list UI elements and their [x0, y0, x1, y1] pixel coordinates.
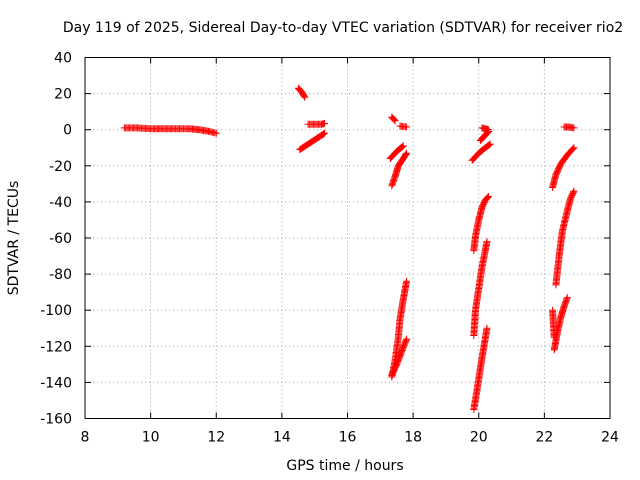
data-series: [294, 84, 309, 101]
y-axis-label: SDTVAR / TECUs: [6, 181, 22, 296]
data-series: [470, 193, 493, 255]
data-point-marks: [388, 113, 399, 125]
y-tick-label: -160: [40, 412, 72, 428]
data-point-marks: [386, 142, 407, 163]
data-point-marks: [468, 140, 494, 164]
data-point-marks: [476, 128, 493, 144]
data-series: [388, 277, 411, 381]
data-point-marks: [388, 277, 411, 381]
y-tick-label: -60: [49, 231, 72, 247]
data-point-marks: [549, 306, 558, 341]
y-tick-label: -100: [40, 303, 72, 319]
x-tick-labels: 8 10 12 14 16 18 20 22 24: [81, 430, 619, 446]
data-series: [386, 142, 407, 163]
data-series: [388, 335, 411, 379]
data-point-marks: [470, 193, 493, 255]
data-point-marks: [470, 324, 491, 413]
x-tick-label: 18: [404, 430, 422, 446]
x-tick-label: 14: [273, 430, 291, 446]
x-tick-label: 12: [207, 430, 225, 446]
data-point-marks: [560, 123, 578, 132]
data-series: [468, 140, 494, 164]
data-series: [552, 187, 578, 289]
y-tick-label: 0: [63, 123, 72, 139]
data-series: [470, 238, 491, 339]
data-series: [296, 129, 328, 154]
data-point-marks: [304, 119, 328, 128]
data-series: [388, 113, 399, 125]
y-tick-label: -40: [49, 195, 72, 211]
y-tick-label: -120: [40, 339, 72, 355]
plot-frame: [84, 57, 611, 419]
data-series: [549, 144, 578, 191]
x-tick-label: 22: [535, 430, 553, 446]
data-point-marks: [296, 129, 328, 154]
chart-title: Day 119 of 2025, Sidereal Day-to-day VTE…: [63, 20, 623, 36]
data-point-marks: [294, 84, 309, 101]
data-point-marks: [396, 122, 411, 131]
data-series: [549, 306, 558, 341]
data-series: [560, 123, 578, 132]
data-series: [388, 149, 411, 190]
data-series: [304, 119, 328, 128]
data-points: [120, 84, 578, 413]
x-axis-label: GPS time / hours: [286, 458, 403, 474]
y-tick-label: 20: [54, 87, 72, 103]
data-point-marks: [120, 124, 220, 137]
x-tick-label: 20: [470, 430, 488, 446]
x-tick-label: 16: [339, 430, 357, 446]
data-point-marks: [470, 238, 491, 339]
data-series: [120, 124, 220, 137]
data-point-marks: [552, 187, 578, 289]
data-series: [470, 324, 491, 413]
x-tick-label: 8: [81, 430, 90, 446]
y-tick-label: -140: [40, 375, 72, 391]
x-tick-label: 10: [142, 430, 160, 446]
data-point-marks: [388, 335, 411, 379]
y-tick-labels: 40 20 0 -20 -40 -60 -80 -100 -120 -140 -160: [40, 51, 72, 428]
x-tick-label: 24: [601, 430, 619, 446]
grid-lines: [85, 57, 610, 419]
y-tick-label: -80: [49, 267, 72, 283]
data-point-marks: [388, 149, 411, 190]
y-tick-label: 40: [54, 51, 72, 67]
data-series: [476, 128, 493, 144]
data-point-marks: [549, 144, 578, 191]
data-series: [396, 122, 411, 131]
y-tick-label: -20: [49, 159, 72, 175]
